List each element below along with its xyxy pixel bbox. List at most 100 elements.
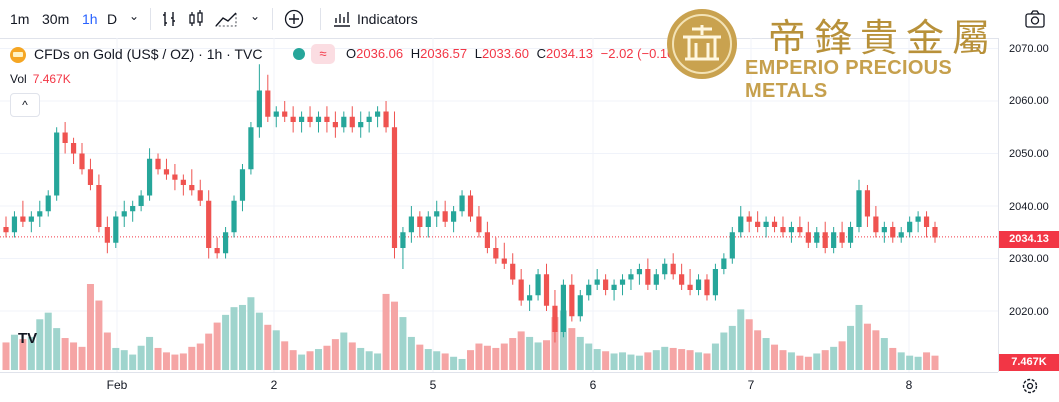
- volume-bar: [137, 345, 145, 370]
- candle-body: [527, 295, 533, 301]
- volume-bar: [467, 350, 474, 370]
- candle-body: [467, 195, 474, 217]
- interval-d[interactable]: D: [107, 11, 118, 27]
- candle-body: [383, 111, 389, 128]
- candle-body: [231, 200, 237, 233]
- volume-bar: [247, 297, 255, 370]
- symbol-title[interactable]: CFDs on Gold (US$ / OZ) · 1h · TVC: [34, 46, 263, 62]
- candle-body: [214, 248, 220, 254]
- candle-body: [11, 216, 18, 233]
- volume-bar: [754, 330, 762, 370]
- volume-bar: [70, 342, 78, 370]
- volume-bar: [382, 293, 390, 370]
- candle-body: [721, 258, 727, 269]
- candle-body: [636, 269, 643, 275]
- indicators-icon[interactable]: [332, 9, 352, 29]
- volume-bar: [669, 347, 677, 370]
- volume-bar: [863, 323, 871, 370]
- data-delay-icon[interactable]: ≈: [311, 44, 335, 64]
- volume-bar: [483, 345, 491, 370]
- top-toolbar: 1m 30m 1h D ⌄ ⌄ Indicators: [0, 0, 1059, 39]
- volume-bar: [2, 342, 10, 370]
- volume-bar: [551, 317, 559, 370]
- toolbar-divider: [150, 8, 151, 30]
- price-tick: 2060.00: [1009, 95, 1049, 107]
- time-label: 7: [747, 378, 755, 392]
- time-axis[interactable]: Feb 2 5 6 7 8: [0, 372, 998, 402]
- compare-add-icon[interactable]: [284, 9, 304, 29]
- volume-bar: [509, 338, 517, 370]
- volume-bar: [593, 349, 601, 370]
- candle-body: [282, 111, 288, 117]
- volume-bar: [205, 333, 213, 370]
- candle-body: [180, 179, 186, 185]
- candle-body: [79, 153, 85, 170]
- candle-body: [864, 190, 871, 217]
- candle-body: [510, 263, 516, 280]
- time-label: 5: [429, 378, 437, 392]
- volume-bar: [796, 355, 804, 370]
- volume-bar: [348, 342, 356, 370]
- market-open-icon: [293, 48, 305, 60]
- candles-chart-icon[interactable]: [186, 9, 206, 29]
- candle-body: [695, 279, 702, 290]
- candle-body: [28, 216, 34, 222]
- camera-icon[interactable]: [1024, 8, 1046, 30]
- low-value: 2033.60: [482, 46, 529, 61]
- interval-30m[interactable]: 30m: [42, 11, 70, 27]
- volume-bar: [568, 328, 576, 370]
- volume-bar: [230, 307, 238, 370]
- candle-body: [298, 116, 305, 122]
- volume-legend: Vol 7.467K: [10, 72, 71, 86]
- interval-1h[interactable]: 1h: [82, 11, 98, 27]
- time-label: Feb: [106, 378, 128, 392]
- volume-bar: [441, 353, 449, 370]
- indicators-button[interactable]: Indicators: [357, 11, 418, 27]
- candle-body: [738, 216, 744, 233]
- candle-body: [890, 227, 896, 238]
- volume-bar: [880, 338, 888, 370]
- candle-body: [163, 169, 170, 175]
- volume-bar: [517, 331, 525, 370]
- volume-bar: [407, 336, 415, 370]
- intervals-chevron-icon[interactable]: ⌄: [129, 9, 140, 23]
- candle-body: [459, 195, 465, 212]
- candle-body: [265, 90, 271, 117]
- price-chart[interactable]: [0, 38, 998, 372]
- volume-bar: [889, 347, 897, 370]
- candle-body: [797, 227, 803, 233]
- volume-bar: [779, 350, 787, 370]
- chart-type-chevron-icon[interactable]: ⌄: [250, 9, 261, 23]
- emperio-emblem-icon: [667, 9, 737, 79]
- candle-body: [332, 122, 338, 128]
- candle-body: [87, 169, 94, 185]
- candle-body: [873, 216, 879, 233]
- volume-bar: [323, 345, 331, 370]
- candle-body: [3, 227, 9, 233]
- volume-bar: [281, 341, 289, 370]
- candle-body: [222, 232, 229, 254]
- price-axis[interactable]: 2070.00 2060.00 2050.00 2040.00 2030.00 …: [998, 38, 1059, 372]
- volume-bar: [458, 358, 466, 370]
- volume-bar: [728, 325, 736, 370]
- volume-bar: [559, 310, 567, 370]
- volume-bar: [838, 341, 846, 370]
- candle-body: [54, 132, 60, 196]
- candle-body: [822, 232, 828, 248]
- interval-1m[interactable]: 1m: [10, 11, 30, 27]
- area-chart-icon[interactable]: [214, 9, 240, 29]
- volume-bar: [720, 332, 728, 370]
- volume-bar: [635, 355, 643, 370]
- price-tick: 2050.00: [1009, 148, 1049, 160]
- volume-bar: [585, 343, 593, 370]
- candle-body: [324, 116, 330, 122]
- volume-bar: [610, 353, 618, 370]
- collapse-legend-button[interactable]: ^: [10, 93, 40, 117]
- volume-bar: [298, 354, 306, 370]
- settings-gear-icon[interactable]: [1020, 376, 1040, 396]
- bars-chart-icon[interactable]: [160, 9, 180, 29]
- candle-body: [653, 274, 659, 285]
- candle-body: [915, 216, 921, 222]
- volume-bar: [399, 317, 407, 370]
- candle-body: [256, 90, 262, 128]
